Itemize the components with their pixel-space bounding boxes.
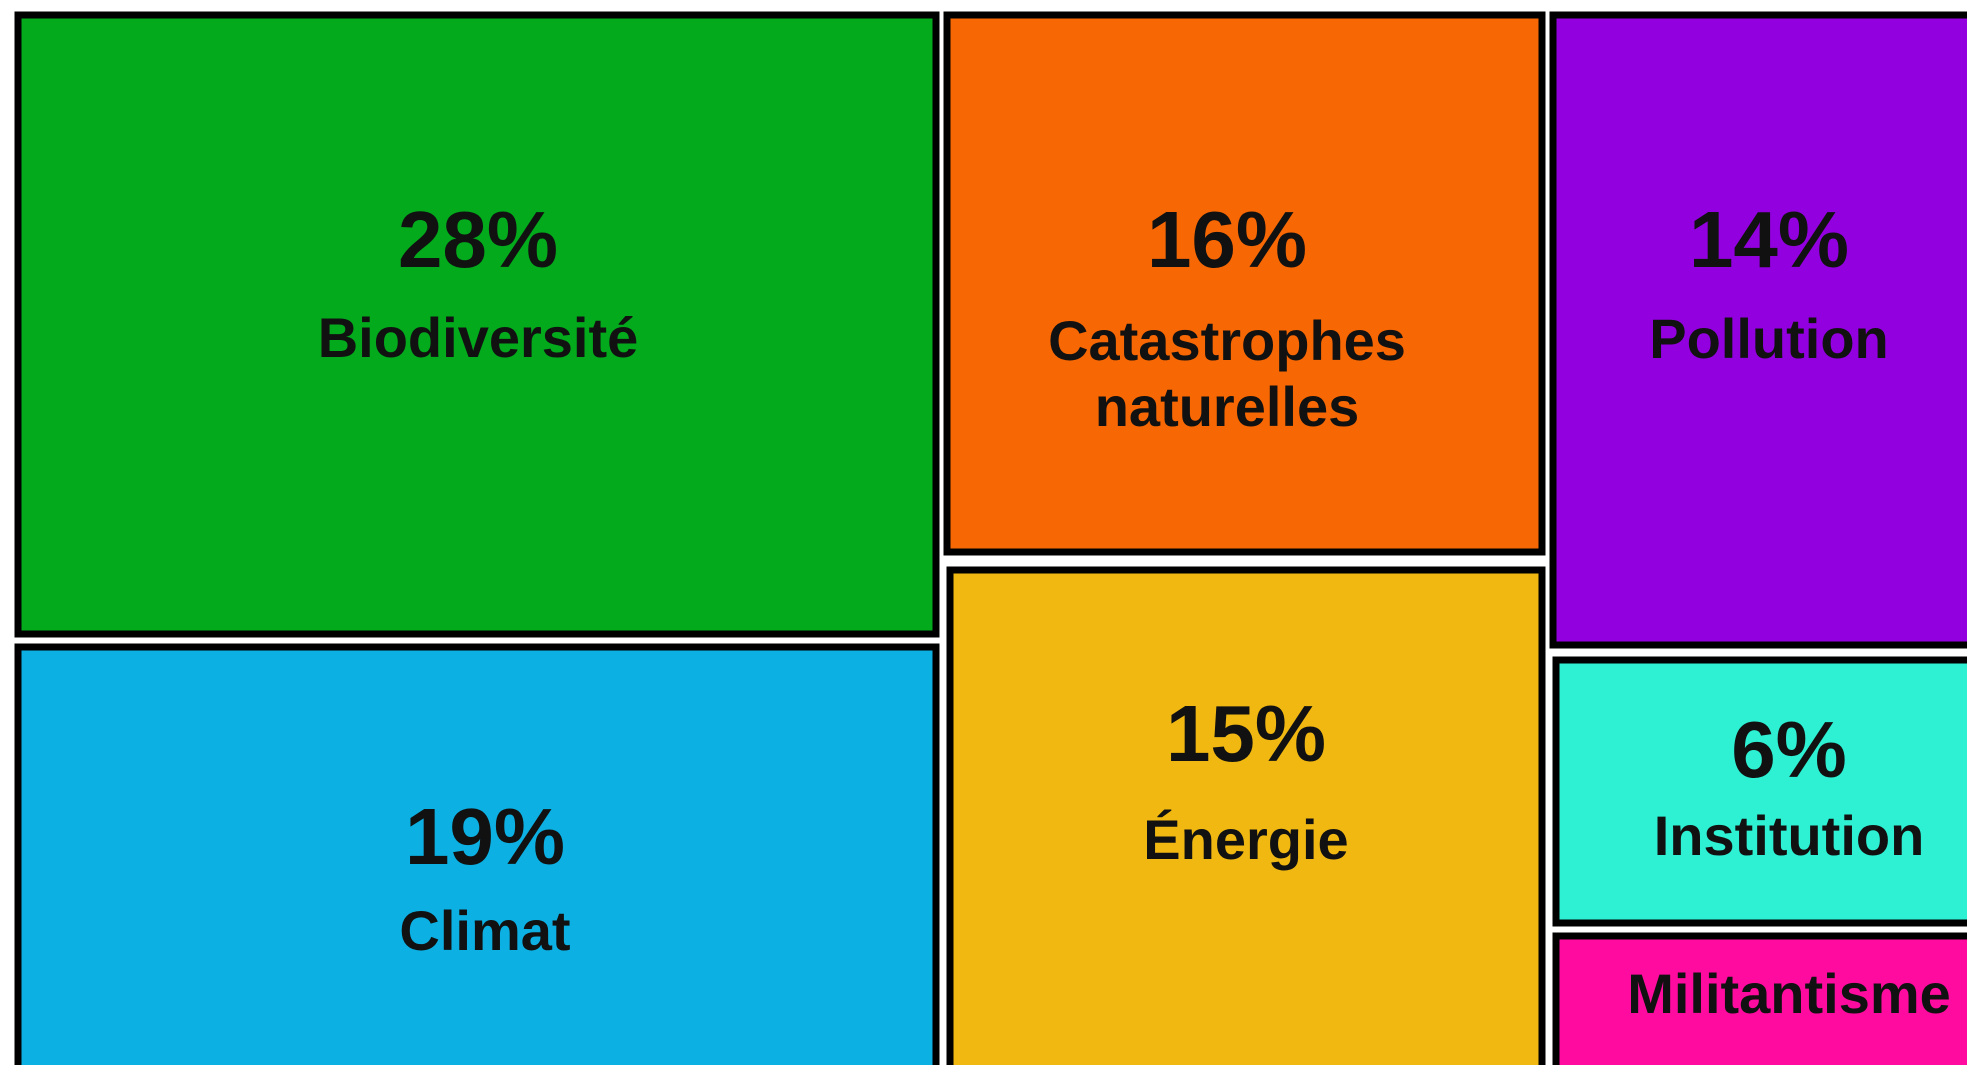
value-label: 15%	[1166, 689, 1326, 778]
value-label: 19%	[405, 792, 565, 881]
tile	[14, 11, 940, 638]
tile	[14, 643, 940, 1065]
category-label: Catastrophes naturelles	[1048, 309, 1406, 438]
tile	[946, 566, 1546, 1065]
value-label: 28%	[398, 195, 558, 284]
value-label: 16%	[1147, 195, 1307, 284]
category-label: Climat	[399, 899, 570, 962]
label-line: Catastrophes	[1048, 309, 1406, 372]
category-label: Institution	[1654, 804, 1925, 867]
tile	[1549, 11, 1967, 649]
category-label: Militantisme	[1627, 962, 1951, 1025]
category-label: Énergie	[1143, 808, 1348, 871]
category-label: Pollution	[1649, 307, 1889, 370]
value-label: 6%	[1731, 705, 1847, 794]
label-line: naturelles	[1095, 375, 1360, 438]
tile	[943, 11, 1546, 556]
tile	[1552, 932, 1967, 1065]
tile	[1552, 656, 1967, 927]
value-label: 14%	[1689, 195, 1849, 284]
category-label: Biodiversité	[318, 306, 639, 369]
